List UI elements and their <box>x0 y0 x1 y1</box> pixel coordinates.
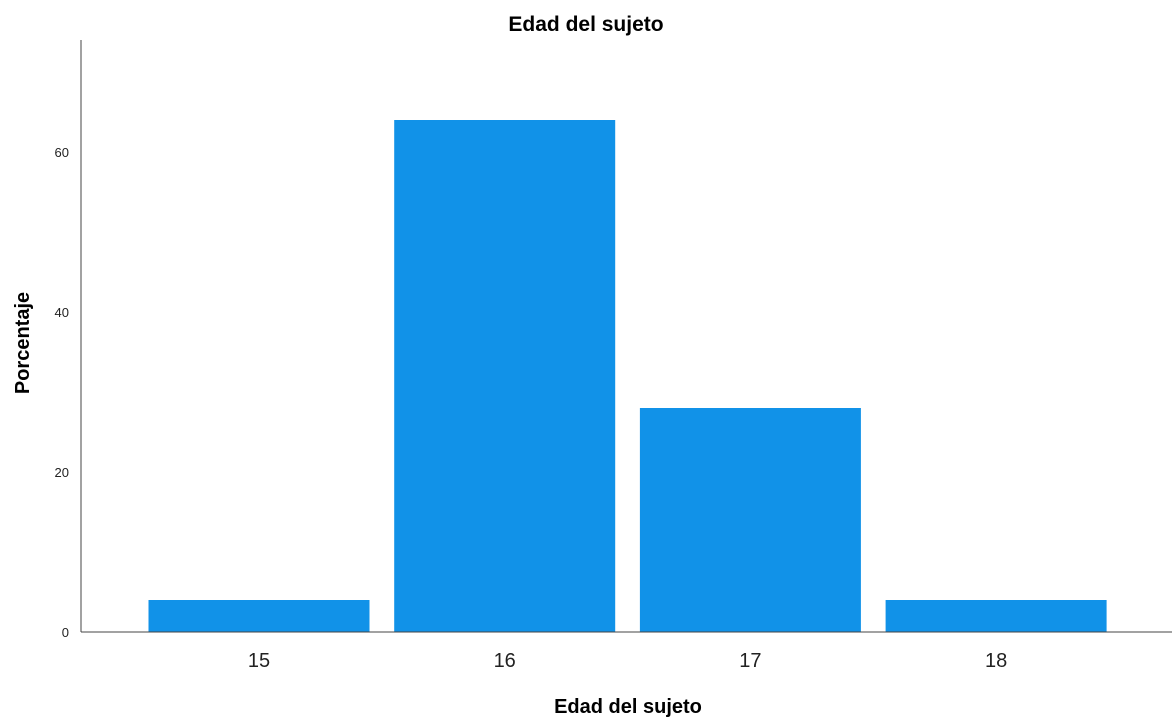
x-tick-label: 16 <box>494 650 516 672</box>
x-tick-label: 17 <box>739 650 761 672</box>
bars <box>148 120 1107 632</box>
chart-title: Edad del sujeto <box>508 13 663 36</box>
y-axis-ticks: 0 20 40 60 <box>55 145 69 640</box>
bar <box>639 408 861 632</box>
bar <box>885 600 1107 632</box>
y-tick-label: 40 <box>55 305 69 320</box>
x-axis-ticks: 15 16 17 18 <box>248 650 1007 672</box>
x-tick-label: 18 <box>985 650 1007 672</box>
y-axis-title: Porcentaje <box>12 292 34 394</box>
y-tick-label: 0 <box>62 625 69 640</box>
x-axis-title: Edad del sujeto <box>554 696 702 718</box>
y-tick-label: 60 <box>55 145 69 160</box>
bar <box>148 600 370 632</box>
bar <box>394 120 616 632</box>
y-tick-label: 20 <box>55 465 69 480</box>
x-tick-label: 15 <box>248 650 270 672</box>
